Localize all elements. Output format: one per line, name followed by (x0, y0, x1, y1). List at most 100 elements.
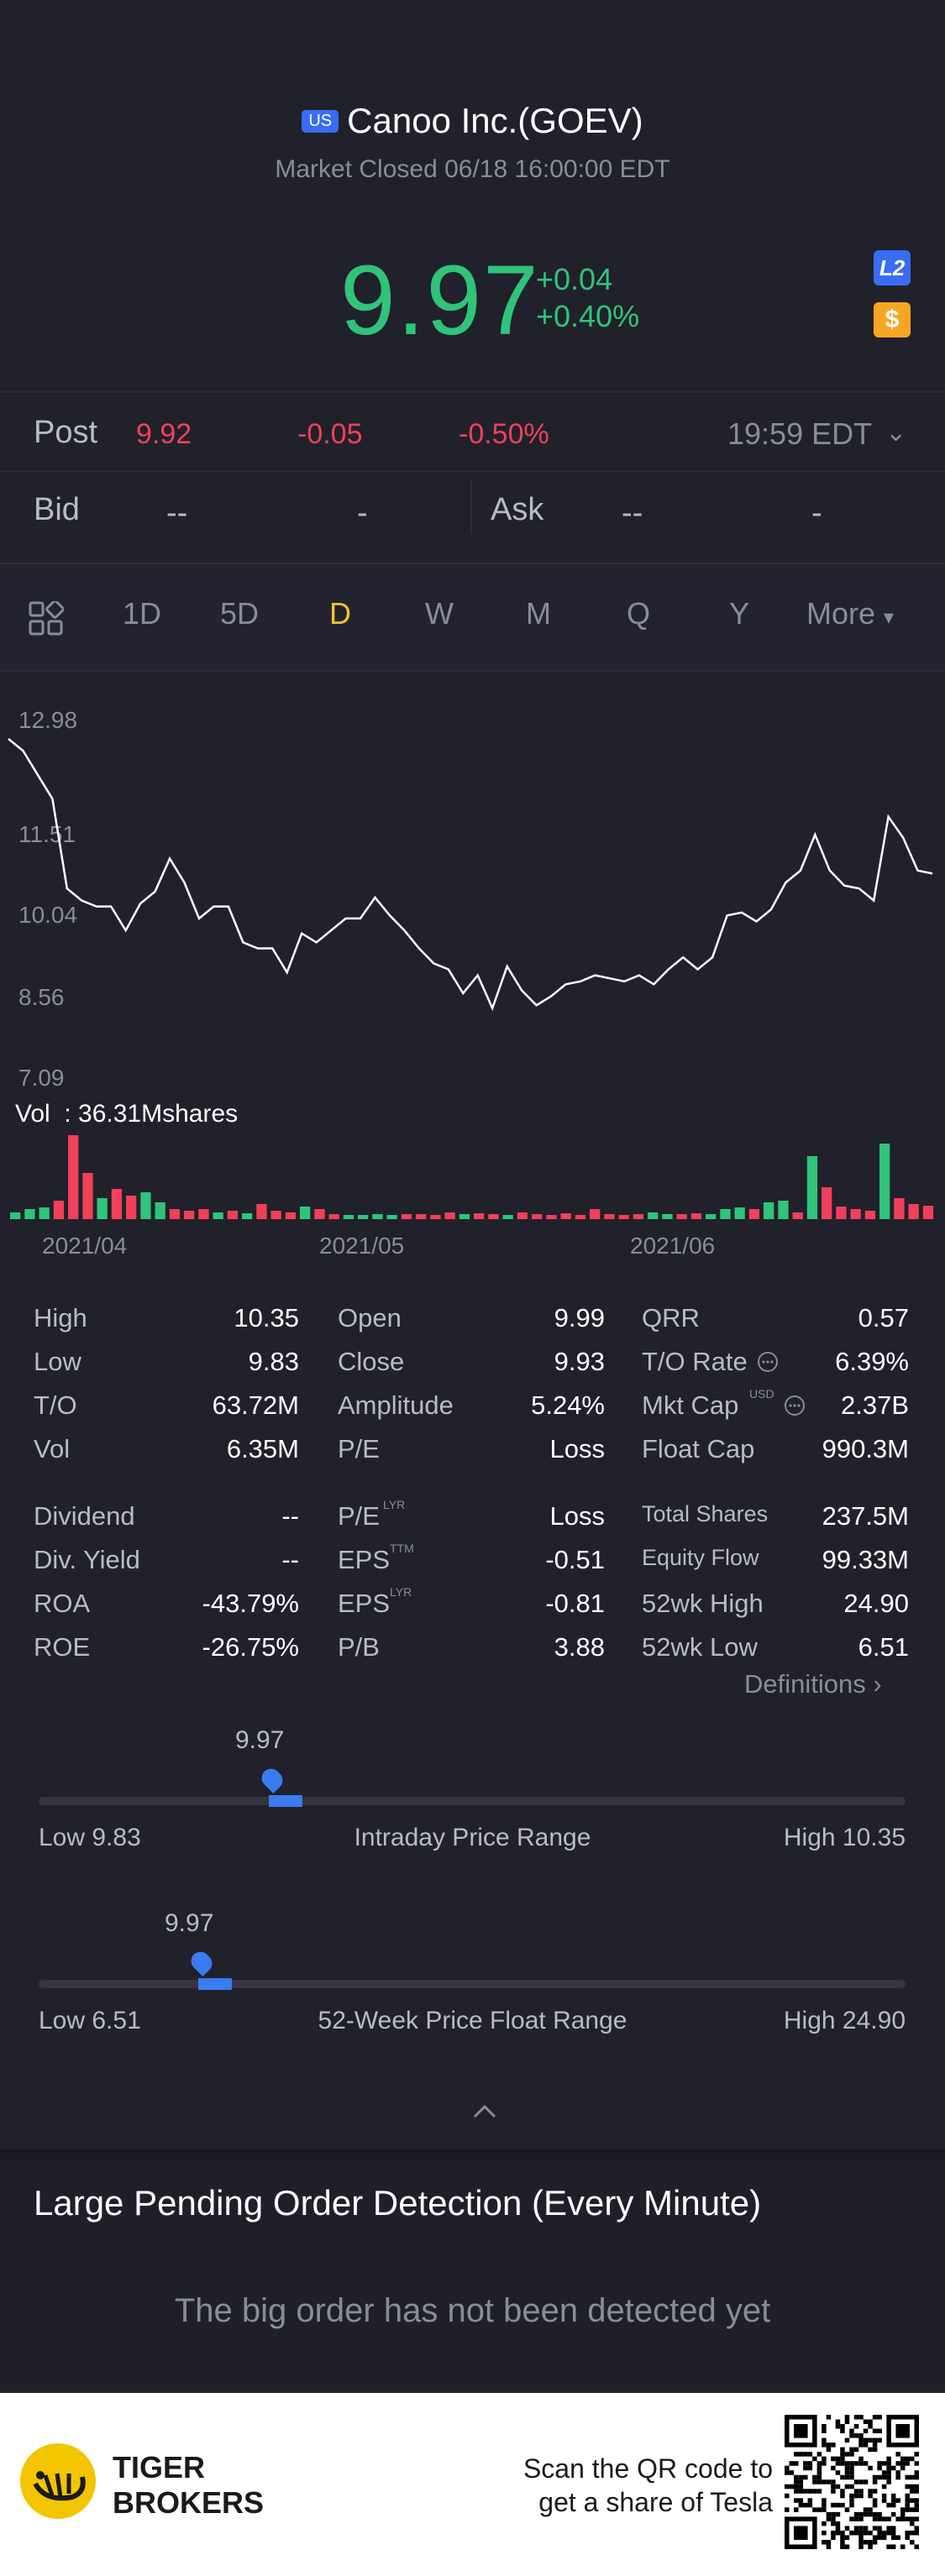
week52-range-marker (198, 1978, 233, 1990)
dollar-icon[interactable]: $ (874, 302, 911, 338)
volume-bar (169, 1209, 181, 1219)
post-change: -0.05 (297, 418, 363, 450)
stat-label: Low (34, 1347, 81, 1376)
tab-w[interactable]: W (425, 596, 454, 631)
stat-value: -43.79% (202, 1589, 299, 1618)
stat-label: 52wk High (642, 1589, 764, 1618)
info-icon[interactable] (756, 1350, 780, 1378)
y-tick: 10.04 (18, 902, 78, 928)
volume-bar (778, 1201, 789, 1219)
volume-bar (474, 1213, 485, 1219)
volume-bar (256, 1204, 267, 1219)
volume-bar (24, 1209, 35, 1219)
stat-value: 9.93 (554, 1347, 605, 1376)
volume-bar (575, 1215, 586, 1219)
volume-bar (285, 1212, 297, 1219)
post-time[interactable]: 19:59 EDT (727, 416, 873, 451)
volume-bar (488, 1214, 499, 1219)
stat-value: 99.33M (822, 1545, 909, 1574)
post-change-percent: -0.50% (459, 418, 549, 450)
stat-value: 3.88 (554, 1632, 605, 1662)
week52-current-value: 9.97 (165, 1909, 214, 1937)
tab-q[interactable]: Q (627, 596, 651, 631)
stat-value: -0.51 (545, 1545, 605, 1574)
x-tick: 2021/05 (319, 1233, 405, 1259)
volume-bar (908, 1204, 919, 1219)
volume-bar (416, 1214, 427, 1219)
large-pending-order-section (0, 2149, 945, 2385)
qr-caption-line2: get a share of Tesla (538, 2487, 773, 2517)
volume-label: Vol : 36.31Mshares (15, 1100, 239, 1128)
y-tick: 8.56 (18, 984, 65, 1010)
brand-name-line1: TIGER (113, 2450, 206, 2484)
stat-value: 5.24% (531, 1390, 605, 1420)
volume-bar (850, 1209, 861, 1219)
stat-label: Close (338, 1347, 405, 1376)
stat-value: 24.90 (843, 1589, 909, 1618)
price-change: +0.04 (536, 262, 613, 296)
stat-label: P/E (338, 1434, 380, 1463)
volume-bar (328, 1214, 339, 1219)
chevron-down-icon[interactable]: ⌄ (885, 419, 907, 447)
tab-d[interactable]: D (329, 596, 351, 631)
stat-value: 6.39% (835, 1347, 909, 1376)
stat-label: Equity Flow (642, 1545, 759, 1570)
tab-y[interactable]: Y (729, 596, 750, 631)
map-pin-icon (187, 1948, 217, 1977)
stat-label: EPS (338, 1545, 391, 1574)
tab-m[interactable]: M (526, 596, 551, 631)
volume-bar (213, 1212, 223, 1219)
bid-size: - (357, 495, 368, 531)
market-status: Market Closed 06/18 16:00:00 EDT (275, 155, 670, 183)
intraday-range-track (39, 1797, 906, 1805)
stat-label: P/E (338, 1501, 380, 1531)
stat-value: -26.75% (202, 1632, 299, 1662)
volume-bar (546, 1215, 557, 1219)
volume-bar (386, 1215, 397, 1219)
divider (0, 391, 945, 393)
definitions-link[interactable]: Definitions › (744, 1669, 882, 1699)
price-line-chart[interactable] (0, 689, 945, 1092)
stat-label: Amplitude (338, 1390, 454, 1420)
stat-value: 6.51 (858, 1632, 909, 1662)
stat-superscript: LYR (383, 1498, 406, 1511)
stat-label: High (34, 1303, 87, 1333)
tab-more[interactable]: More ▾ (806, 596, 894, 631)
volume-bar (343, 1215, 354, 1219)
volume-bar (53, 1201, 65, 1219)
post-price: 9.92 (136, 418, 192, 450)
stat-value: -- (281, 1501, 299, 1531)
stat-value: 990.3M (822, 1434, 909, 1463)
stat-label: Vol (34, 1434, 71, 1463)
volume-bar (372, 1214, 383, 1219)
definitions-label: Definitions (744, 1669, 866, 1699)
stat-label: ROE (34, 1632, 91, 1662)
grid-layout-icon[interactable] (29, 599, 65, 641)
week52-high: High 24.90 (783, 2007, 906, 2034)
tab-5d[interactable]: 5D (220, 596, 260, 631)
volume-bar (314, 1209, 325, 1219)
chevron-up-icon[interactable] (472, 2094, 497, 2127)
volume-bar (300, 1207, 311, 1219)
tab-1d[interactable]: 1D (123, 596, 162, 631)
volume-bar (82, 1173, 93, 1219)
volume-bar (922, 1206, 934, 1219)
volume-bar (401, 1214, 412, 1219)
level2-icon[interactable]: L2 (874, 250, 911, 285)
stat-label: 52wk Low (642, 1632, 758, 1662)
volume-bar (459, 1214, 470, 1219)
qr-code[interactable] (785, 2415, 919, 2549)
volume-bar (748, 1209, 760, 1219)
bidask-divider (470, 480, 472, 534)
last-price: 9.97 (340, 245, 540, 356)
volume-bar (764, 1202, 774, 1219)
info-icon[interactable] (783, 1394, 806, 1422)
stat-value: 10.35 (234, 1303, 299, 1333)
volume-bar (734, 1207, 745, 1219)
volume-bar (822, 1187, 832, 1219)
market-badge: US (302, 110, 339, 133)
volume-bar (155, 1202, 165, 1219)
volume-bar (560, 1213, 571, 1219)
volume-bar (227, 1211, 239, 1219)
volume-bar (358, 1215, 369, 1219)
